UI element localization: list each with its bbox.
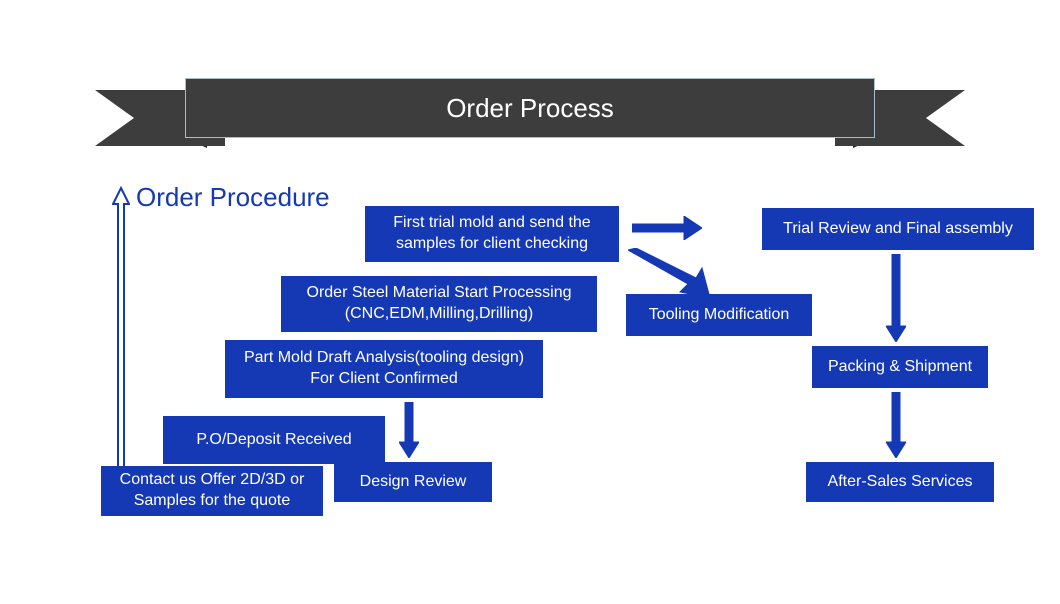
box-packing: Packing & Shipment [812, 346, 988, 388]
banner-title: Order Process [185, 78, 875, 138]
axis-arrow-icon [112, 186, 130, 508]
arrow-packing-to-after [886, 392, 906, 458]
subtitle: Order Procedure [136, 182, 330, 213]
ribbon-banner: Order Process [95, 78, 965, 138]
box-contact: Contact us Offer 2D/3D orSamples for the… [101, 466, 323, 516]
box-review: Design Review [334, 462, 492, 502]
box-toolmod: Tooling Modification [626, 294, 812, 336]
box-trial: First trial mold and send thesamples for… [365, 206, 619, 262]
arrow-trial-to-trialrev [632, 216, 702, 240]
box-po: P.O/Deposit Received [163, 416, 385, 464]
box-after: After-Sales Services [806, 462, 994, 502]
arrow-draft-to-review [399, 402, 419, 458]
arrow-trial-to-toolmod [628, 248, 712, 300]
box-material: Order Steel Material Start Processing(CN… [281, 276, 597, 332]
box-draft: Part Mold Draft Analysis(tooling design)… [225, 340, 543, 398]
arrow-trialrev-to-packing [886, 254, 906, 342]
box-trialrev: Trial Review and Final assembly [762, 208, 1034, 250]
